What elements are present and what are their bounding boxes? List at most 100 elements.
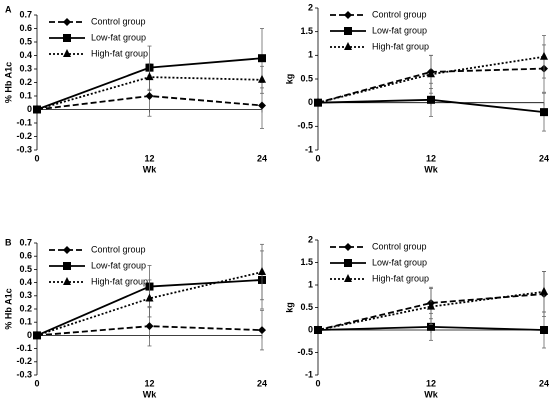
legend-label: Low-fat group: [372, 25, 427, 35]
y-tick-label: 1: [308, 279, 313, 289]
y-tick-label: 2: [308, 234, 313, 244]
marker: [258, 101, 266, 110]
chart: -0.3 -0.2 -0.1 0 0.1 0.2 0.3 0.4 0.5 0.6 0.7 0 12 24 W…: [3, 9, 267, 174]
y-tick-label: 0.5: [300, 73, 313, 83]
chart: -1 -0.5 0 0.5 1 1.5 2 0 12 24 Wk kg Control group Low…: [284, 234, 549, 399]
y-tick-label: -0.5: [297, 121, 313, 131]
marker: [258, 74, 266, 83]
marker: [258, 267, 266, 276]
marker: [427, 322, 435, 331]
x-tick-label: 12: [426, 153, 436, 163]
legend-label: High-fat group: [372, 273, 429, 283]
y-tick-label: -1: [305, 369, 313, 379]
x-axis-label: Wk: [424, 389, 438, 399]
y-tick-label: 0.4: [19, 277, 32, 287]
legend-label: Low-fat group: [91, 260, 146, 270]
y-tick-label: 0.2: [19, 77, 32, 87]
y-tick-label: 0: [27, 104, 32, 114]
marker: [540, 326, 548, 334]
legend-label: High-fat group: [91, 276, 148, 286]
y-tick-label: 0: [27, 330, 32, 340]
marker: [314, 325, 322, 333]
marker: [145, 322, 154, 331]
marker: [427, 69, 435, 78]
y-tick-label: 0.7: [19, 237, 32, 247]
x-tick-label: 24: [539, 378, 549, 388]
x-tick-label: 0: [315, 378, 320, 388]
y-tick-label: 0.6: [19, 251, 32, 261]
legend-marker: [344, 42, 352, 50]
y-tick-label: 0.5: [19, 264, 32, 274]
y-axis-label: % Hb A1c: [3, 62, 13, 103]
x-tick-label: 24: [257, 153, 267, 163]
legend-marker: [344, 11, 352, 19]
legend-marker: [344, 27, 352, 35]
x-tick-label: 0: [34, 378, 39, 388]
y-tick-label: 0.3: [19, 63, 32, 73]
legend-label: Control group: [91, 244, 146, 254]
x-tick-label: 12: [144, 378, 154, 388]
legend-marker: [63, 34, 71, 42]
x-axis-label: Wk: [424, 164, 438, 174]
panel-label: A: [5, 4, 12, 14]
y-tick-label: 0.1: [19, 317, 32, 327]
marker: [145, 293, 154, 302]
y-tick-label: -0.3: [16, 369, 32, 379]
y-tick-label: 1: [308, 50, 313, 60]
y-tick-label: -0.1: [16, 117, 32, 127]
x-tick-label: 0: [315, 153, 320, 163]
x-tick-label: 12: [144, 153, 154, 163]
y-tick-label: -0.1: [16, 343, 32, 353]
y-tick-label: -0.2: [16, 356, 32, 366]
marker: [427, 301, 435, 310]
y-tick-label: 0: [308, 97, 313, 107]
x-tick-label: 24: [257, 378, 267, 388]
legend-label: Control group: [91, 16, 146, 26]
legend-marker: [344, 243, 352, 251]
y-tick-label: 0.1: [19, 90, 32, 100]
marker: [258, 54, 266, 63]
legend-marker: [63, 18, 71, 26]
chart: -1 -0.5 0 0.5 1 1.5 2 0 12 24 Wk kg Control group Low…: [284, 2, 549, 174]
marker: [427, 95, 435, 104]
series-line: [317, 293, 545, 331]
legend-label: Control group: [372, 241, 427, 251]
x-tick-label: 24: [539, 153, 549, 163]
legend-marker: [63, 246, 71, 254]
y-tick-label: 0: [308, 324, 313, 334]
legend-label: Low-fat group: [91, 32, 146, 42]
legend-label: High-fat group: [372, 41, 429, 51]
y-tick-label: 0.5: [300, 302, 313, 312]
x-axis-label: Wk: [143, 389, 157, 399]
y-axis-label: kg: [284, 74, 294, 85]
y-tick-label: 0.6: [19, 23, 32, 33]
legend-marker: [63, 262, 71, 270]
y-tick-label: 0.7: [19, 9, 32, 19]
y-axis-label: kg: [284, 302, 294, 313]
marker: [33, 104, 41, 113]
y-axis-label: % Hb A1c: [3, 288, 13, 329]
x-axis-label: Wk: [143, 164, 157, 174]
legend-label: Low-fat group: [372, 257, 427, 267]
y-tick-label: -0.2: [16, 131, 32, 141]
y-tick-label: 1.5: [300, 257, 313, 267]
marker: [33, 330, 41, 339]
legend-marker: [344, 259, 352, 267]
marker: [314, 97, 322, 106]
marker: [540, 286, 548, 295]
chart: -0.3 -0.2 -0.1 0 0.1 0.2 0.3 0.4 0.5 0.6 0.7 0 12 24 W…: [3, 237, 267, 399]
y-tick-label: 0.2: [19, 303, 32, 313]
y-tick-label: -0.3: [16, 144, 32, 154]
marker: [540, 108, 548, 117]
marker: [145, 92, 154, 100]
legend-label: High-fat group: [91, 48, 148, 58]
y-tick-label: 1.5: [300, 26, 313, 36]
legend-marker: [63, 277, 71, 285]
y-tick-label: 0.3: [19, 290, 32, 300]
marker: [258, 326, 266, 335]
x-tick-label: 0: [34, 153, 39, 163]
y-tick-label: 2: [308, 2, 313, 12]
marker: [540, 51, 548, 60]
marker: [145, 72, 154, 81]
